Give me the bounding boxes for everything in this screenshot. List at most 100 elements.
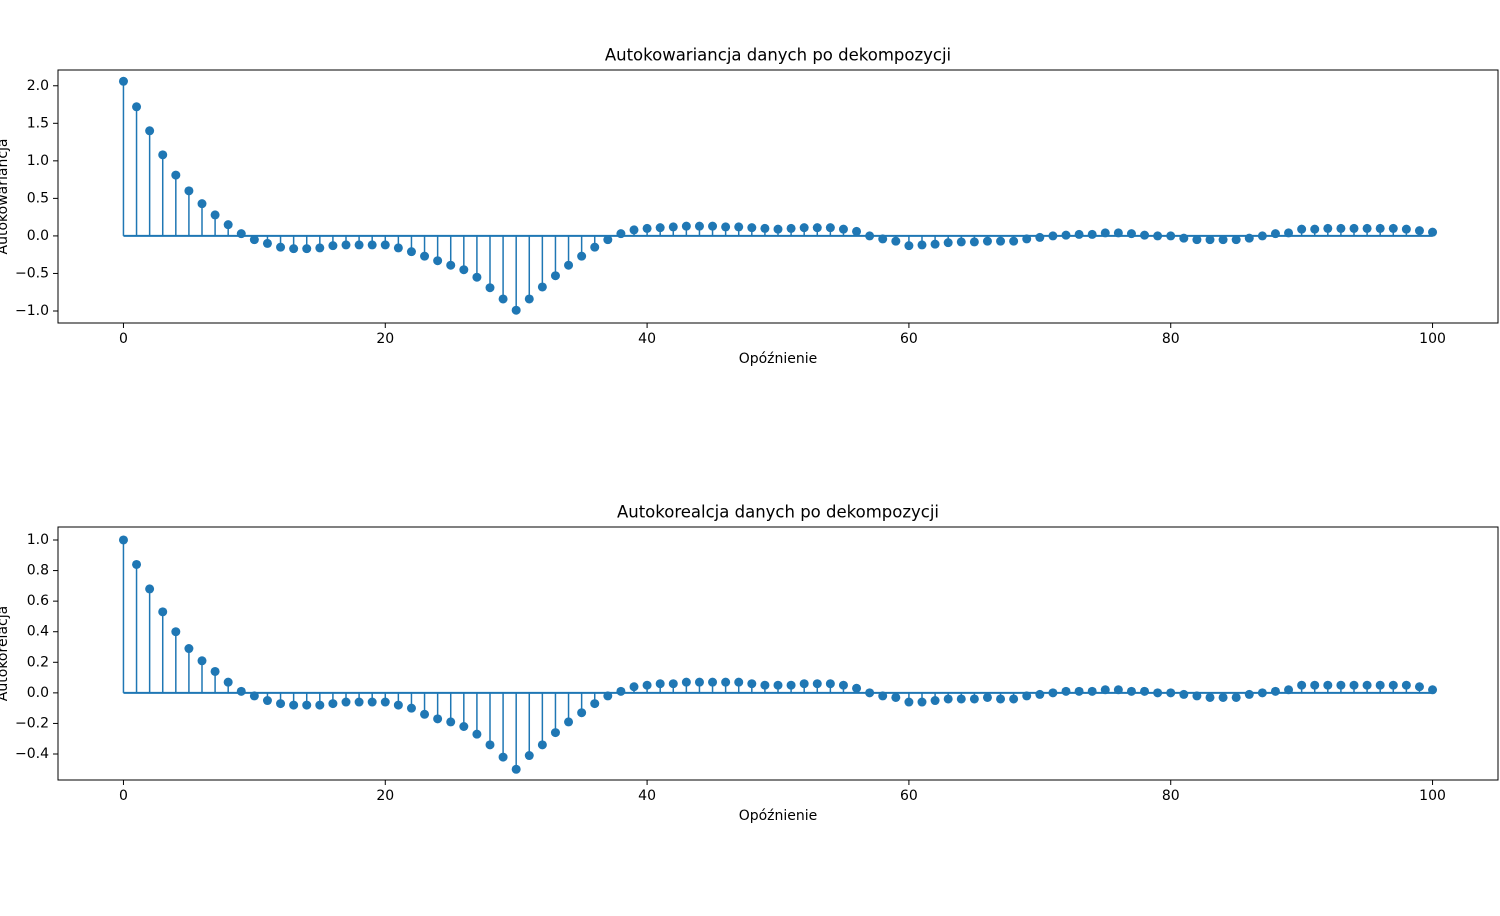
marker <box>446 717 456 727</box>
marker <box>145 126 155 136</box>
marker <box>865 688 875 698</box>
marker <box>289 244 299 254</box>
marker <box>459 721 469 731</box>
marker <box>210 666 220 676</box>
marker <box>1349 223 1359 233</box>
marker <box>708 221 718 231</box>
marker <box>564 260 574 270</box>
marker <box>420 251 430 261</box>
x-axis-label: Opóźnienie <box>739 351 818 367</box>
marker <box>825 679 835 689</box>
marker <box>1414 682 1424 692</box>
marker <box>982 692 992 702</box>
marker <box>852 226 862 236</box>
x-tick-label: 80 <box>1162 788 1180 804</box>
marker <box>1113 685 1123 695</box>
marker <box>760 680 770 690</box>
marker <box>721 222 731 232</box>
marker <box>747 679 757 689</box>
marker <box>1009 694 1019 704</box>
marker <box>315 243 325 253</box>
marker <box>328 241 338 251</box>
marker <box>1179 689 1189 699</box>
marker <box>1428 227 1438 237</box>
marker <box>1310 224 1320 234</box>
marker <box>223 220 233 230</box>
marker <box>681 677 691 687</box>
marker <box>184 186 194 196</box>
marker <box>249 235 259 245</box>
marker <box>865 231 875 241</box>
y-tick-label: −0.4 <box>15 746 49 762</box>
y-tick-label: 1.0 <box>27 532 49 548</box>
marker <box>511 764 521 774</box>
marker <box>1244 689 1254 699</box>
marker <box>930 696 940 706</box>
marker <box>799 679 809 689</box>
chart-title: Autokorealcja danych po dekompozycji <box>617 503 939 522</box>
marker <box>276 699 286 709</box>
marker <box>629 225 639 235</box>
marker <box>564 717 574 727</box>
y-tick-label: 0.6 <box>27 593 49 609</box>
x-tick-label: 80 <box>1162 331 1180 347</box>
marker <box>328 699 338 709</box>
marker <box>1336 680 1346 690</box>
marker <box>1140 686 1150 696</box>
marker <box>1087 686 1097 696</box>
marker <box>734 222 744 232</box>
marker <box>642 223 652 233</box>
marker <box>694 221 704 231</box>
marker <box>472 729 482 739</box>
marker <box>1113 228 1123 238</box>
marker <box>1153 688 1163 698</box>
marker <box>838 224 848 234</box>
marker <box>668 679 678 689</box>
marker <box>537 740 547 750</box>
marker <box>393 700 403 710</box>
marker <box>236 229 246 239</box>
marker <box>184 644 194 654</box>
marker <box>132 102 142 112</box>
marker <box>1087 229 1097 239</box>
marker <box>406 247 416 257</box>
marker <box>1166 688 1176 698</box>
marker <box>773 224 783 234</box>
marker <box>1009 236 1019 246</box>
marker <box>1061 230 1071 240</box>
marker <box>1388 223 1398 233</box>
marker <box>1205 692 1215 702</box>
marker <box>459 265 469 275</box>
marker <box>694 677 704 687</box>
y-tick-label: −1.0 <box>15 303 49 319</box>
marker <box>577 251 587 261</box>
marker <box>1284 685 1294 695</box>
marker <box>1100 228 1110 238</box>
y-tick-label: 0.0 <box>27 228 49 244</box>
marker <box>1257 688 1267 698</box>
marker <box>891 236 901 246</box>
marker <box>969 237 979 247</box>
marker <box>158 607 168 617</box>
marker <box>354 240 364 250</box>
marker <box>1231 692 1241 702</box>
x-tick-label: 60 <box>900 331 918 347</box>
marker <box>996 694 1006 704</box>
marker <box>629 682 639 692</box>
marker <box>1126 686 1136 696</box>
chart-title: Autokowariancja danych po dekompozycji <box>605 46 951 65</box>
marker <box>668 222 678 232</box>
x-tick-label: 20 <box>376 331 394 347</box>
marker <box>917 697 927 707</box>
y-tick-label: 0.8 <box>27 563 49 579</box>
marker <box>158 150 168 160</box>
marker <box>1179 233 1189 243</box>
marker <box>943 694 953 704</box>
marker <box>917 240 927 250</box>
marker <box>655 223 665 233</box>
marker <box>367 240 377 250</box>
marker <box>878 691 888 701</box>
marker <box>1362 223 1372 233</box>
marker <box>1323 680 1333 690</box>
marker <box>1428 685 1438 695</box>
